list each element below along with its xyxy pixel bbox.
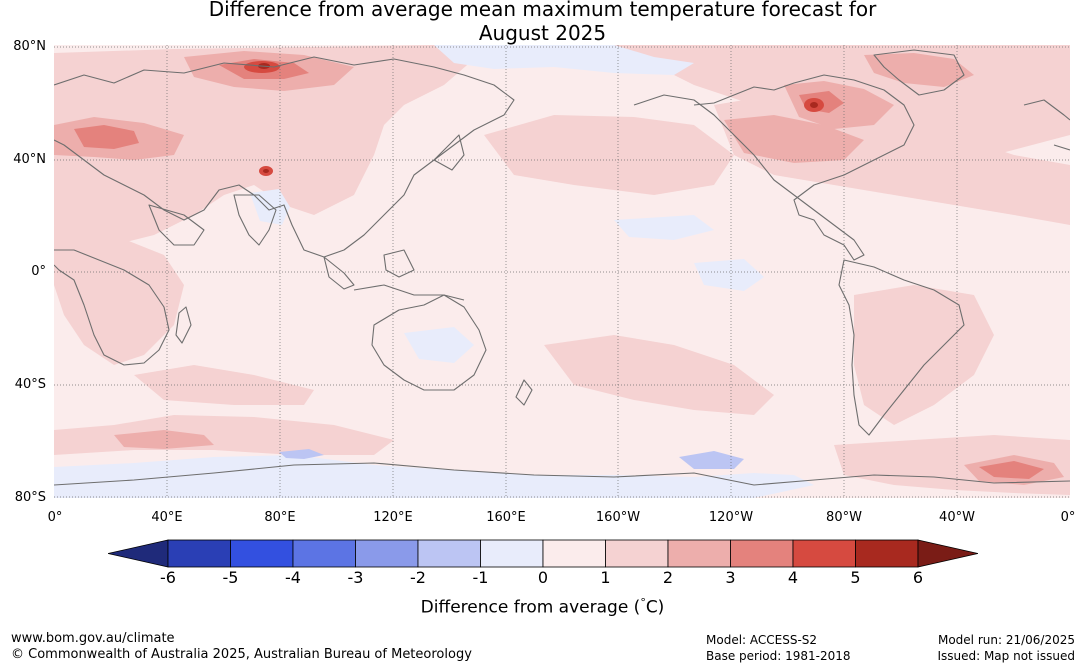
lat-label-40s: 40°S [14,377,46,392]
footer-base-period: Base period: 1981-2018 [706,649,851,663]
colorbar-tick-label: -5 [222,568,239,587]
warm-region-europe-asia [54,45,474,245]
lat-label-80n: 80°N [13,39,46,54]
footer-model-run: Model run: 21/06/2025 [937,633,1075,647]
colorbar-tick-label: 0 [537,568,549,587]
anomaly-fields [54,45,1070,498]
colorbar-tick-label: 3 [725,568,736,587]
lon-label-80e: 80°E [264,510,296,525]
colorbar-bin [792,539,856,568]
colorbar-bin [730,539,794,568]
footer-model: Model: ACCESS-S2 [706,633,818,647]
lat-label-80s: 80°S [14,490,46,505]
graticule [54,45,1070,498]
cool-region-antarctica [54,455,814,498]
colorbar-bin [230,539,294,568]
map-title: Difference from average mean maximum tem… [0,0,1085,45]
colorbar-tick-label: 6 [912,568,924,587]
colorbar-bin [167,539,231,568]
colorbar-tick-label: -2 [410,568,426,587]
colorbar-bin [855,539,919,568]
warm-region-north-pacific [484,115,734,195]
warm-region-south-indian [134,365,314,405]
hot-region-south-indian [114,430,214,449]
colorbar-bin [417,539,481,568]
colorbar-extend-low [108,539,169,568]
colorbar-tick-label: 4 [787,568,799,587]
colorbar [108,539,978,568]
hotspot-tibet-core [263,169,269,173]
colorbar-bin [667,539,731,568]
warm-region-africa-india [54,225,184,365]
lon-label-0: 0° [47,510,63,525]
lon-label-120e: 120°E [373,510,413,525]
degree-symbol: ° [640,596,646,609]
footer-copyright: © Commonwealth of Australia 2025, Austra… [11,647,472,662]
colorbar-tick-label: 5 [850,568,861,587]
colorbar-title-unit: C) [645,597,665,618]
colorbar-bin [292,539,356,568]
lon-label-120w: 120°W [708,510,754,525]
colorbar-tick-label: -3 [347,568,364,587]
cool-region-equatorial-pacific [694,259,764,291]
hotspot-hudson-bay-core [810,102,818,108]
cool-region-australia [404,327,474,363]
colorbar-tick-label: -6 [160,568,176,587]
colorbar-title: Difference from average (°C) [0,596,1085,618]
colorbar-extend-high [917,539,978,568]
colorbar-tick-label: 2 [662,568,674,587]
colorbar-bin [355,539,419,568]
lat-label-0: 0° [31,264,46,279]
temperature-anomaly-map [54,45,1070,498]
cool-region-southern-pacific [679,451,744,469]
hot-region-usa [724,115,864,163]
cool-region-arctic [434,45,694,75]
colorbar-title-text: Difference from average ( [420,597,641,618]
lon-label-160w: 160°W [595,510,641,525]
colorbar-bin [480,539,544,568]
cool-region-pacific [614,215,714,240]
footer-url: www.bom.gov.au/climate [11,631,175,646]
map-title-line-2: August 2025 [478,21,607,45]
colorbar-bin [542,539,606,568]
colorbar-tick-label: -1 [472,568,489,587]
warm-region-south-america [854,285,994,425]
lon-label-40e: 40°E [151,510,183,525]
lon-label-160e: 160°E [486,510,526,525]
map-title-line-1: Difference from average mean maximum tem… [208,0,877,21]
colorbar-bin [605,539,669,568]
lat-label-40n: 40°N [13,152,46,167]
coastlines [54,49,1070,486]
colorbar-tick-label: 1 [600,568,611,587]
lon-label-80w: 80°W [826,510,862,525]
colorbar-tick-label: -4 [285,568,301,587]
hot-region-greenland [864,53,974,87]
lon-label-40w: 40°W [939,510,975,525]
cool-region-antarctic-peninsula [279,449,324,459]
warm-region-south-pacific [544,335,774,415]
lon-label-0-east: 0° [1060,510,1076,525]
footer-issued: Issued: Map not issued [937,649,1075,663]
very-hot-region-south-atlantic [979,461,1044,479]
very-hot-region-eurasia [74,125,139,149]
